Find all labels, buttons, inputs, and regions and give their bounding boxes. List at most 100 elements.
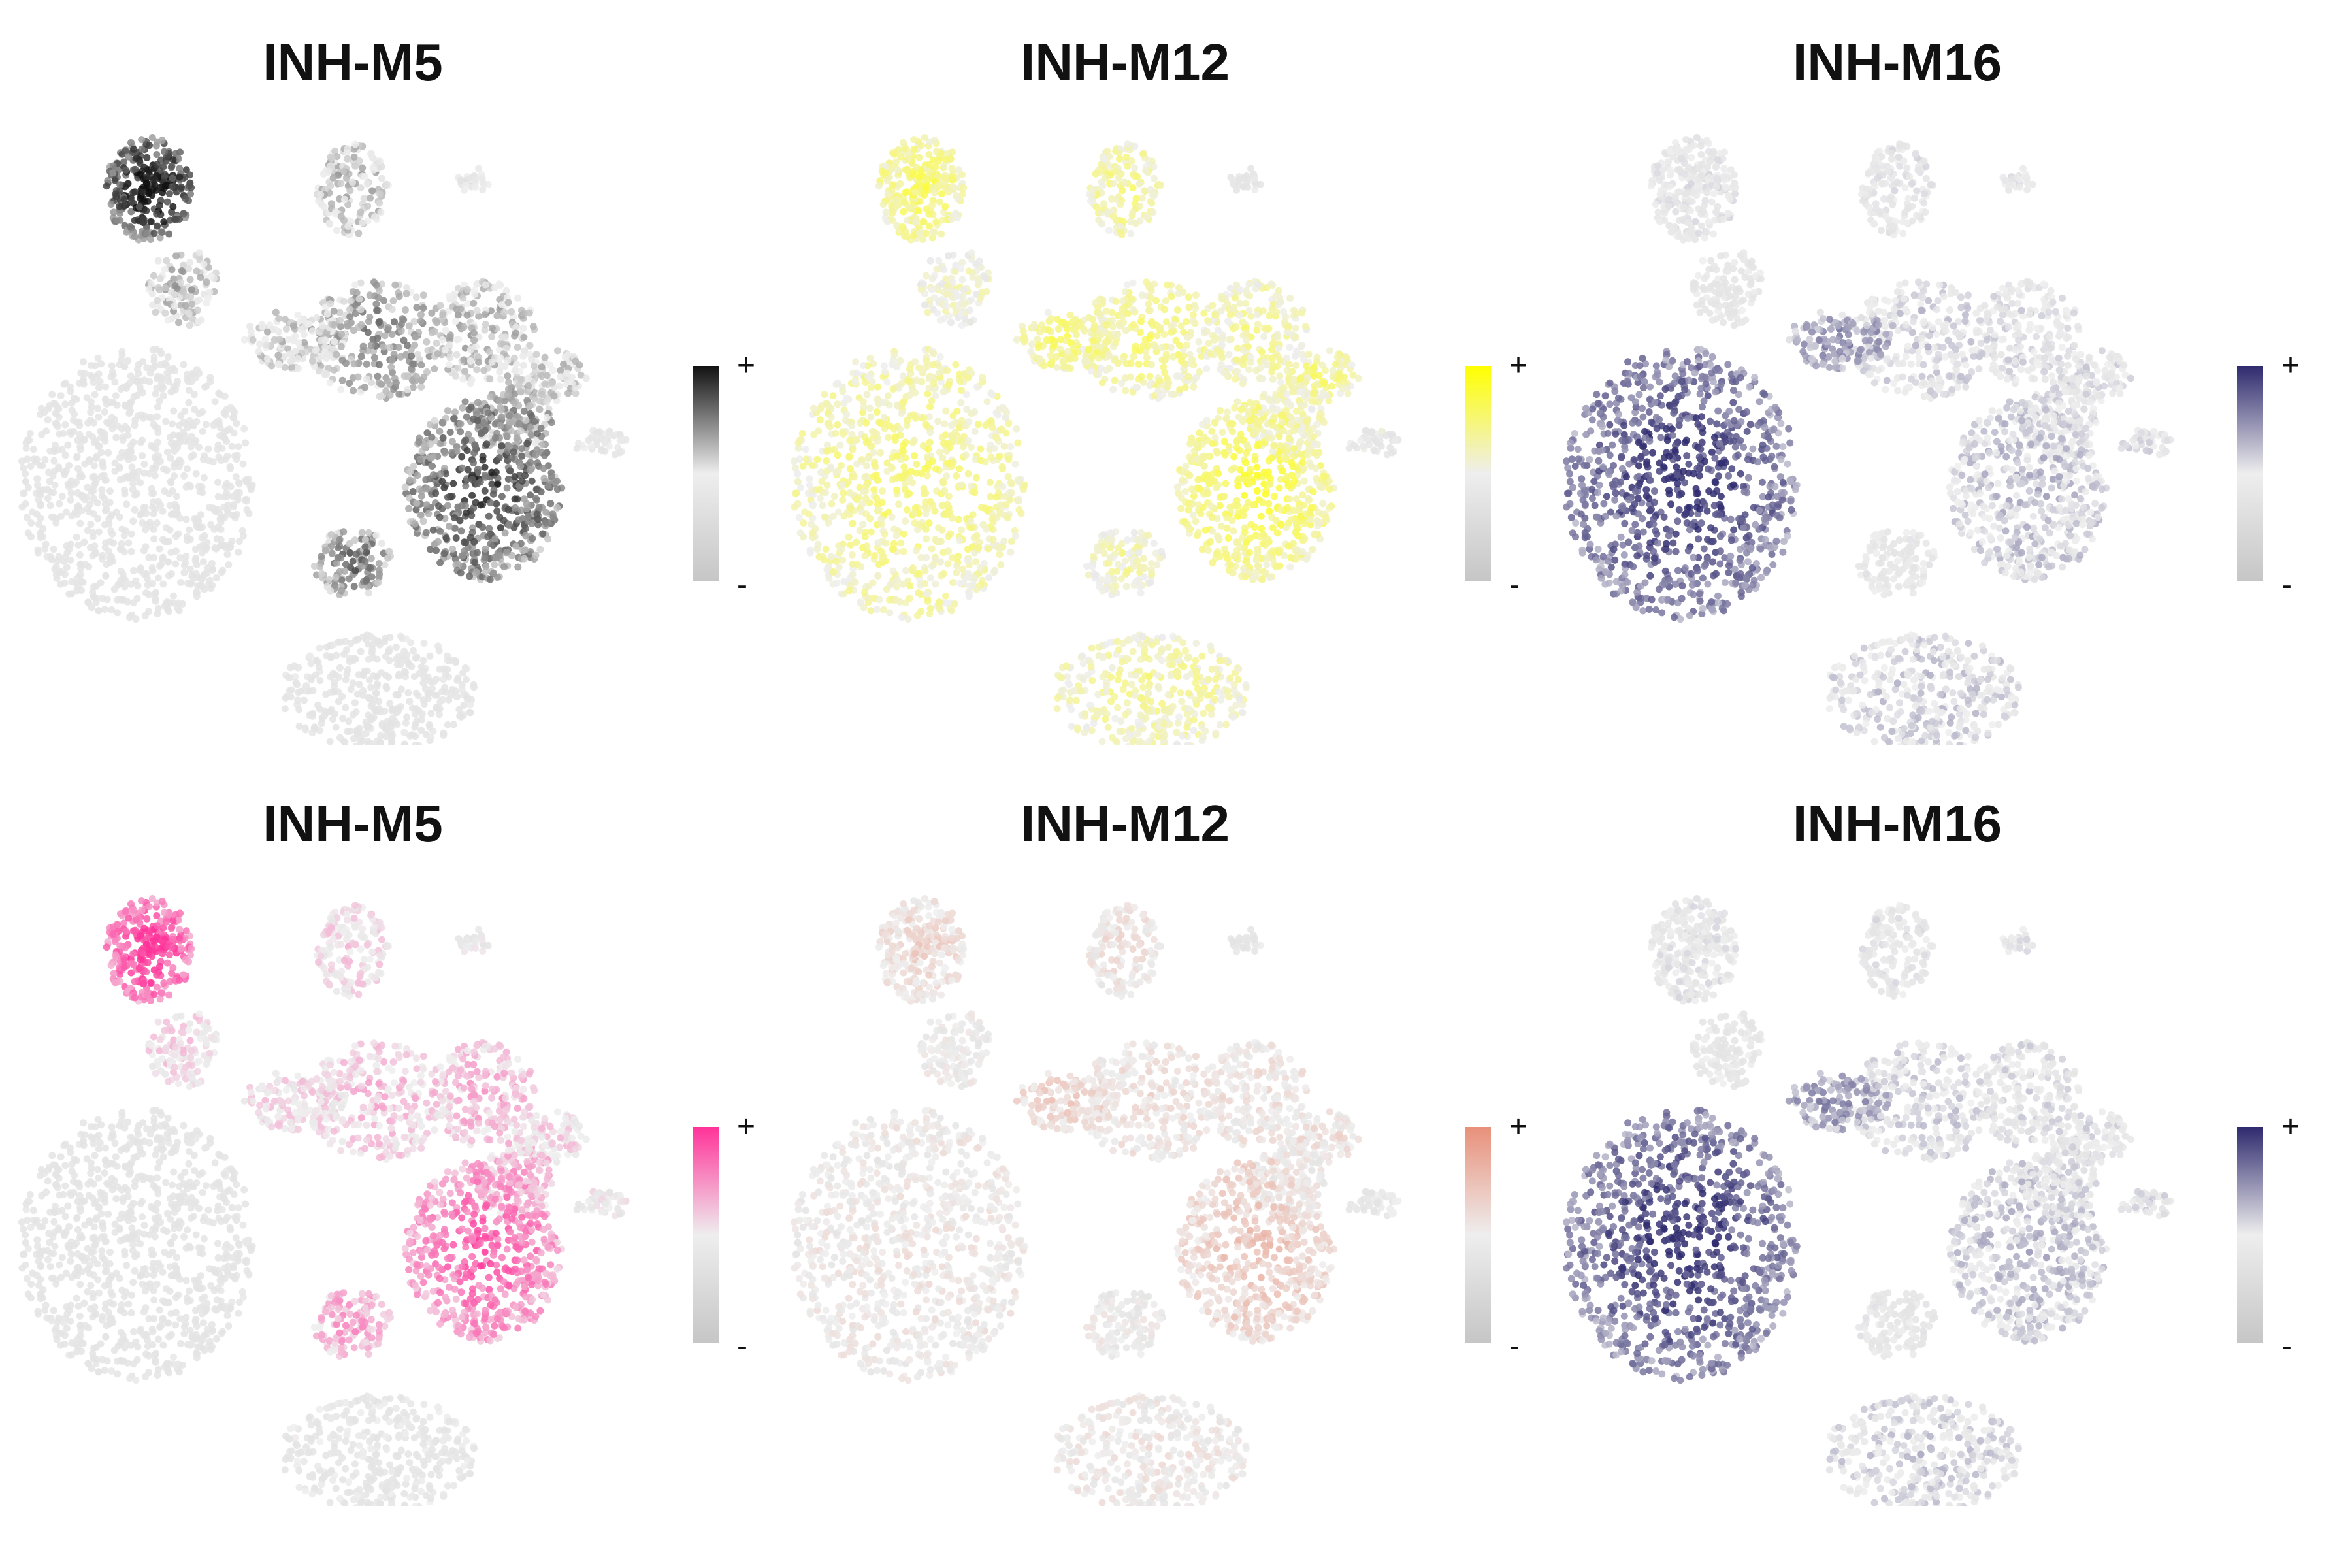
cell-point [373, 672, 381, 680]
cell-point [327, 673, 335, 681]
cell-point [532, 551, 540, 559]
cell-point [143, 364, 151, 372]
cell-point [439, 311, 447, 319]
cell-point [150, 229, 158, 237]
cell-point [1131, 219, 1139, 227]
cell-point [294, 696, 301, 704]
cell-point [870, 486, 878, 494]
cell-point [388, 357, 396, 365]
cell-point [792, 464, 800, 472]
cell-point [587, 442, 595, 450]
cell-point [322, 691, 330, 698]
cell-point [171, 472, 178, 480]
cell-point [958, 259, 966, 267]
cell-point [103, 596, 111, 604]
cell-point [535, 504, 543, 512]
cell-point [323, 310, 331, 318]
cell-point [1085, 346, 1092, 353]
cell-point [207, 521, 215, 529]
cell-point [50, 546, 57, 553]
cell-point [547, 419, 555, 427]
cell-point [417, 716, 425, 724]
cell-point [182, 302, 189, 310]
cell-point [453, 693, 461, 701]
cell-point [90, 510, 98, 518]
cell-point [925, 161, 933, 169]
cell-point [147, 236, 154, 243]
cell-point [940, 183, 948, 191]
cell-point [185, 437, 193, 445]
cell-point [537, 425, 545, 432]
cell-point [556, 382, 563, 390]
cell-point [315, 197, 322, 205]
cell-point [195, 444, 203, 451]
cell-point [904, 615, 912, 623]
cell-point [458, 453, 466, 461]
cell-point [1189, 311, 1197, 319]
cell-point [199, 427, 206, 435]
cell-point [543, 414, 551, 421]
cell-point [177, 579, 184, 586]
cell-point [561, 353, 569, 361]
cell-point [873, 408, 881, 416]
cell-point [105, 547, 113, 555]
cell-point [23, 514, 31, 521]
cell-point [913, 163, 921, 171]
cell-point [360, 672, 367, 679]
cell-point [928, 201, 936, 209]
cell-point [943, 290, 951, 298]
cell-point [97, 427, 104, 435]
cell-point [466, 572, 473, 580]
cell-point [333, 559, 340, 567]
cell-point [436, 470, 444, 478]
cell-point [1019, 327, 1027, 335]
cell-point [367, 150, 374, 158]
cell-point [1147, 379, 1155, 387]
cell-point [1118, 306, 1126, 314]
cell-point [826, 423, 834, 431]
cell-point [459, 404, 466, 412]
cell-point [969, 274, 977, 281]
cell-point [207, 272, 215, 280]
cell-point [312, 346, 320, 353]
cell-point [343, 149, 351, 157]
cell-point [465, 406, 473, 414]
cell-point [949, 183, 957, 191]
cell-point [363, 180, 371, 188]
cell-point [118, 540, 125, 547]
cell-point [909, 438, 917, 446]
cell-point [129, 517, 137, 525]
cell-point [881, 530, 889, 538]
cell-point [165, 190, 173, 198]
cell-point [1176, 342, 1183, 350]
cell-point [70, 394, 78, 402]
cell-point [531, 417, 538, 425]
cell-point [101, 437, 109, 445]
cell-point [988, 391, 996, 399]
cell-point [148, 191, 156, 199]
cell-point [152, 505, 159, 513]
cell-point [362, 730, 370, 738]
cell-point [365, 589, 372, 597]
cell-point [1109, 316, 1116, 324]
cell-point [417, 727, 425, 734]
cell-point [365, 640, 372, 648]
cell-point [497, 422, 504, 429]
cell-point [964, 470, 972, 478]
cell-point [131, 416, 139, 424]
cell-point [63, 563, 71, 571]
cell-point [505, 378, 513, 386]
cell-point [474, 358, 482, 366]
cell-point [875, 182, 883, 190]
cell-point [145, 591, 153, 598]
cell-point [347, 685, 355, 693]
cell-point [893, 363, 901, 370]
cell-point [289, 322, 297, 330]
cell-point [235, 489, 243, 497]
cell-point [152, 308, 159, 316]
cell-point [932, 465, 939, 473]
cell-point [1119, 187, 1126, 195]
cell-point [50, 457, 58, 465]
cell-point [270, 336, 278, 344]
cell-point [264, 328, 271, 336]
